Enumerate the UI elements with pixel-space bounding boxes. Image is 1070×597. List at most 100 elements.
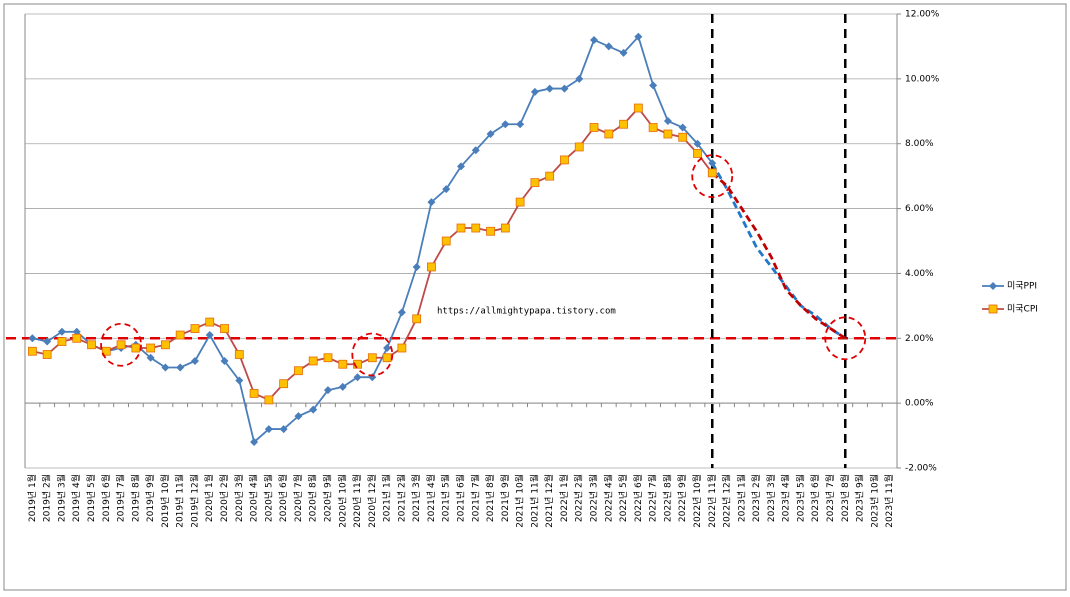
- marker: [338, 359, 348, 369]
- marker: [279, 379, 289, 389]
- marker: [205, 331, 214, 340]
- marker: [28, 334, 37, 343]
- marker: [560, 155, 569, 165]
- y-tick-label: 2.00%: [905, 334, 934, 344]
- marker: [604, 129, 614, 139]
- x-tick-label: 2022년 12월: [721, 474, 733, 528]
- x-tick-label: 2023년 11월: [883, 474, 895, 528]
- marker: [234, 350, 244, 359]
- marker: [515, 197, 525, 207]
- marker: [574, 142, 584, 152]
- x-tick-label: 2022년 9월: [676, 474, 688, 522]
- marker: [190, 324, 200, 333]
- x-tick-label: 2023년 9월: [854, 474, 866, 522]
- marker: [619, 48, 628, 57]
- x-tick-label: 2021년 4월: [425, 474, 437, 522]
- marker: [87, 340, 96, 350]
- marker: [383, 344, 392, 353]
- marker: [649, 81, 658, 90]
- marker: [545, 84, 554, 93]
- x-tick-label: 2021년 3월: [410, 474, 422, 522]
- marker: [560, 84, 569, 93]
- marker: [471, 146, 480, 155]
- x-tick-label: 2020년 4월: [248, 474, 260, 522]
- x-tick-label: 2019년 7월: [115, 474, 127, 522]
- x-tick-label: 2019년 11월: [174, 474, 186, 528]
- forecast-line: [711, 162, 847, 340]
- x-tick-label: 2022년 1월: [558, 474, 570, 522]
- marker: [457, 162, 465, 171]
- marker: [678, 123, 687, 132]
- marker: [264, 395, 274, 405]
- marker: [161, 363, 170, 372]
- marker: [323, 353, 333, 363]
- x-tick-label: 2019년 8월: [129, 474, 141, 522]
- x-tick-label: 2021년 10월: [514, 474, 526, 528]
- x-tick-label: 2020년 7월: [292, 474, 304, 522]
- x-tick-label: 2020년 12월: [366, 474, 378, 528]
- marker: [456, 223, 466, 233]
- marker: [161, 340, 170, 350]
- x-tick-label: 2019년 6월: [100, 474, 112, 522]
- legend-marker: [988, 304, 998, 314]
- marker: [516, 120, 525, 129]
- marker: [604, 42, 613, 51]
- x-tick-label: 2022년 2월: [573, 474, 585, 522]
- x-tick-label: 2023년 10월: [868, 474, 880, 528]
- y-tick-label: 6.00%: [905, 204, 934, 214]
- x-tick-label: 2022년 5월: [617, 474, 629, 522]
- marker: [309, 405, 318, 414]
- marker: [264, 425, 273, 434]
- x-tick-label: 2021년 11월: [528, 474, 540, 528]
- y-tick-label: 8.00%: [905, 139, 934, 149]
- marker: [634, 32, 643, 41]
- x-tick-label: 2019년 9월: [144, 474, 156, 522]
- marker: [250, 438, 259, 447]
- y-tick-label: 12.00%: [905, 10, 940, 20]
- marker: [427, 262, 436, 272]
- marker: [693, 149, 702, 158]
- marker: [412, 314, 422, 324]
- highlight-circle: [100, 322, 142, 367]
- marker: [57, 327, 66, 336]
- marker: [707, 168, 717, 178]
- watermark: https://allmightypapa.tistory.com: [437, 307, 616, 317]
- marker: [353, 359, 362, 369]
- x-tick-label: 2023년 7월: [824, 474, 836, 522]
- x-tick-label: 2020년 10월: [336, 474, 348, 528]
- x-tick-label: 2019년 4월: [70, 474, 82, 522]
- x-tick-label: 2019년 2월: [41, 474, 53, 522]
- marker: [57, 337, 67, 346]
- x-tick-label: 2021년 2월: [395, 474, 407, 522]
- x-tick-label: 2021년 8월: [484, 474, 496, 522]
- x-tick-label: 2021년 12월: [543, 474, 555, 528]
- marker: [471, 223, 481, 233]
- x-tick-label: 2023년 8월: [839, 474, 851, 522]
- marker: [412, 262, 421, 271]
- marker: [146, 343, 156, 353]
- x-tick-label: 2022년 11월: [706, 474, 718, 528]
- marker: [176, 363, 185, 372]
- x-tick-label: 2021년 6월: [455, 474, 467, 522]
- marker: [633, 103, 643, 113]
- marker: [338, 382, 347, 391]
- marker: [663, 129, 673, 139]
- x-tick-label: 2023년 3월: [765, 474, 777, 522]
- x-tick-label: 2023년 5월: [794, 474, 806, 522]
- x-tick-label: 2021년 9월: [499, 474, 511, 522]
- marker: [590, 35, 599, 44]
- marker: [619, 119, 628, 129]
- marker: [72, 327, 81, 336]
- marker: [500, 223, 510, 233]
- marker: [146, 353, 155, 362]
- marker: [294, 366, 303, 376]
- forecast-line: [711, 171, 847, 340]
- x-tick-label: 2020년 6월: [277, 474, 289, 522]
- x-tick-label: 2023년 6월: [809, 474, 821, 522]
- marker: [678, 132, 688, 142]
- marker: [235, 376, 244, 385]
- x-tick-label: 2023년 1월: [735, 474, 747, 522]
- x-tick-label: 2021년 7월: [469, 474, 481, 522]
- x-tick-label: 2020년 1월: [203, 474, 215, 522]
